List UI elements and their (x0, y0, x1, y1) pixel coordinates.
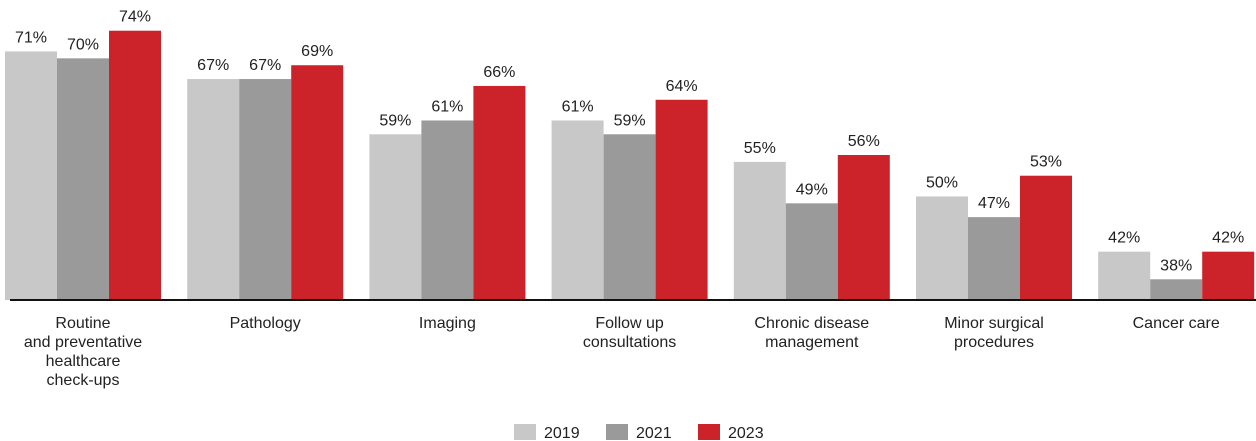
x-tick-label: Routine and preventative healthcare chec… (23, 315, 143, 389)
value-label: 42% (1108, 230, 1140, 247)
bar (1020, 175, 1072, 300)
value-label: 55% (744, 140, 776, 157)
bar (239, 79, 292, 300)
bar (291, 65, 344, 300)
bar (837, 155, 890, 300)
bar (187, 79, 240, 300)
value-label: 59% (379, 112, 411, 129)
value-label: 71% (15, 29, 47, 46)
x-tick-label: Imaging (418, 315, 476, 332)
value-label: 50% (926, 174, 958, 191)
legend-label: 2023 (728, 425, 764, 441)
x-tick-label: Cancer care (1132, 315, 1220, 332)
value-label: 47% (978, 195, 1010, 212)
x-tick-label: Pathology (229, 315, 301, 332)
value-label: 61% (562, 98, 594, 115)
value-label: 53% (1030, 154, 1062, 171)
value-label: 69% (301, 43, 333, 60)
value-label: 61% (431, 98, 463, 115)
value-label: 74% (119, 9, 151, 26)
value-label: 67% (249, 57, 281, 74)
legend-swatch (698, 424, 720, 440)
legend-swatch (606, 424, 628, 440)
bar (733, 161, 786, 300)
bar (1202, 251, 1255, 300)
x-tick-label: Minor surgical procedures (944, 315, 1044, 351)
bar (785, 203, 838, 300)
value-label: 67% (197, 57, 229, 74)
legend-label: 2019 (544, 425, 580, 441)
x-tick-label: Chronic disease management (754, 315, 870, 351)
value-label: 42% (1212, 230, 1244, 247)
legend-swatch (514, 424, 536, 440)
bar (916, 196, 968, 300)
value-label: 56% (848, 133, 880, 150)
bar (369, 134, 422, 300)
bar (1150, 279, 1203, 300)
bar (603, 134, 656, 300)
x-tick-label: Follow up consultations (582, 315, 677, 351)
bar (421, 120, 474, 300)
bar (473, 85, 526, 300)
value-label: 66% (483, 64, 515, 81)
value-label: 59% (614, 112, 646, 129)
legend-label: 2021 (636, 425, 672, 441)
bar (551, 120, 604, 300)
bar (968, 217, 1020, 300)
bar (1098, 251, 1151, 300)
bar (655, 99, 708, 300)
value-label: 70% (67, 36, 99, 53)
value-label: 49% (796, 181, 828, 198)
bar (5, 51, 57, 300)
value-label: 64% (666, 78, 698, 95)
value-label: 38% (1160, 257, 1192, 274)
bar (57, 58, 109, 301)
bar (109, 30, 161, 300)
